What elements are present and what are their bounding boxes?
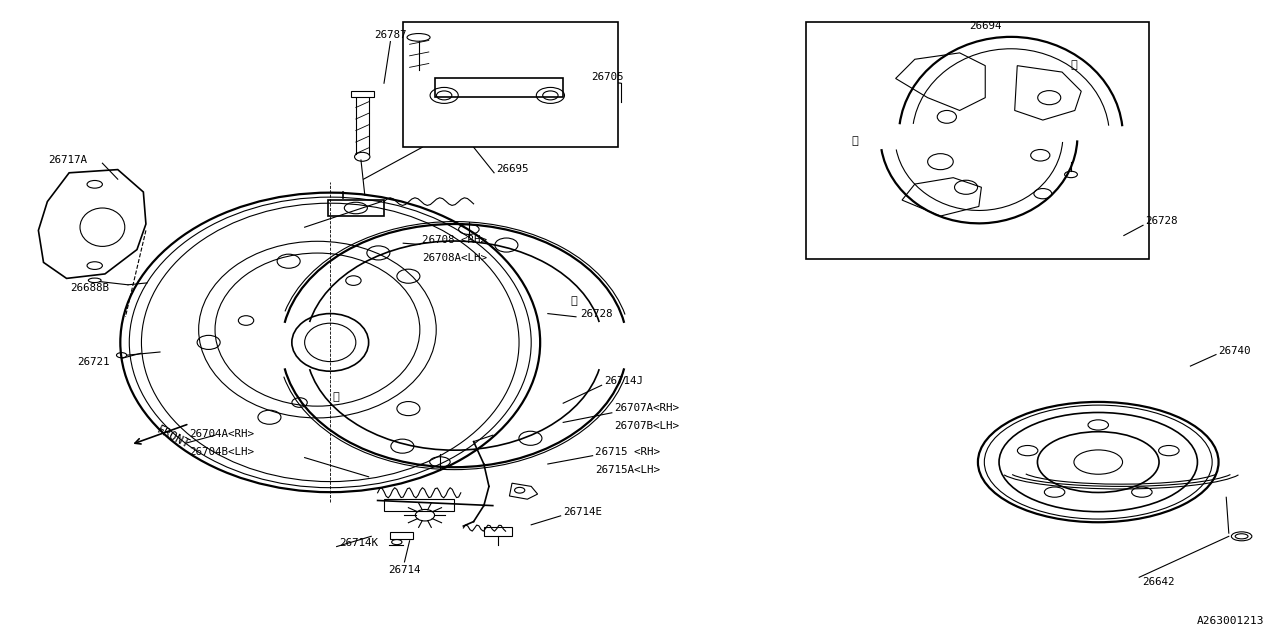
Text: 26688B: 26688B (70, 283, 109, 293)
Bar (403, 22, 618, 147)
Text: 26704B<LH>: 26704B<LH> (189, 447, 255, 457)
Text: 26714J: 26714J (604, 376, 643, 387)
Text: FRONT: FRONT (154, 424, 192, 452)
Bar (328, 200, 384, 216)
Text: 26694: 26694 (969, 20, 1002, 31)
Text: 26714K: 26714K (339, 538, 378, 548)
Bar (806, 22, 1149, 259)
Text: 26715A<LH>: 26715A<LH> (595, 465, 660, 475)
Text: 26642: 26642 (1142, 577, 1174, 588)
Text: 26787: 26787 (374, 30, 407, 40)
Text: 26714E: 26714E (563, 507, 602, 517)
Text: 26740: 26740 (1219, 346, 1251, 356)
Bar (484, 527, 512, 536)
Text: ②: ② (570, 296, 577, 306)
Text: 26728: 26728 (1146, 216, 1178, 226)
Bar (435, 78, 563, 97)
Text: 26695: 26695 (497, 164, 529, 174)
Text: ①: ① (332, 392, 339, 402)
Text: 26728: 26728 (580, 308, 612, 319)
Text: 26705: 26705 (591, 72, 623, 82)
Text: 26721: 26721 (77, 356, 109, 367)
Text: 26717A: 26717A (49, 155, 87, 165)
Text: 26708 <RH>: 26708 <RH> (422, 235, 488, 245)
Text: 26707A<RH>: 26707A<RH> (614, 403, 680, 413)
Text: A263001213: A263001213 (1197, 616, 1265, 626)
Text: 26704A<RH>: 26704A<RH> (189, 429, 255, 439)
Text: 26707B<LH>: 26707B<LH> (614, 421, 680, 431)
Text: 26714: 26714 (388, 564, 421, 575)
Text: 26715 <RH>: 26715 <RH> (595, 447, 660, 457)
Text: 26708A<LH>: 26708A<LH> (422, 253, 488, 263)
Bar (384, 499, 454, 511)
Text: ①: ① (851, 136, 858, 146)
Text: ②: ② (1070, 60, 1078, 70)
Bar (351, 91, 374, 97)
Bar (390, 532, 413, 539)
